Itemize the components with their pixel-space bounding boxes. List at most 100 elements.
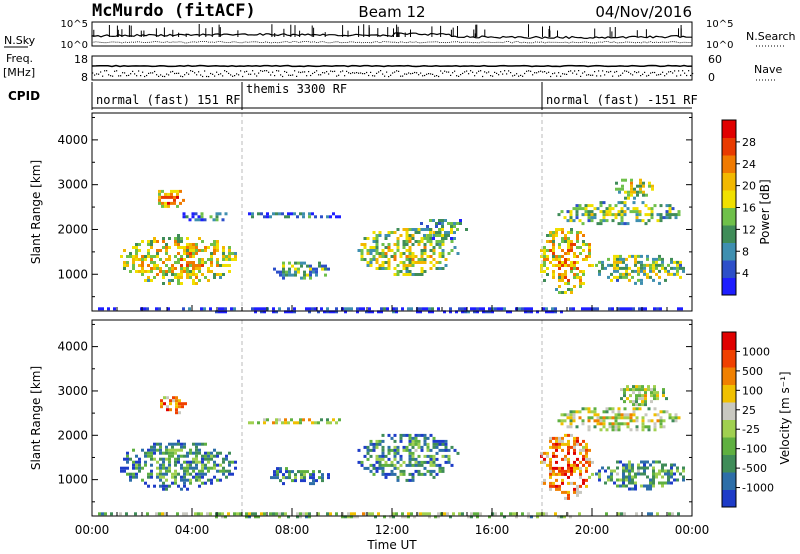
echo-cell xyxy=(405,433,409,437)
echo-cell xyxy=(198,472,201,476)
echo-cell xyxy=(350,512,353,516)
echo-cell xyxy=(552,231,555,234)
nave-point xyxy=(268,71,270,73)
echo-cell xyxy=(366,249,370,252)
echo-cell xyxy=(473,310,476,314)
echo-cell xyxy=(432,475,436,479)
echo-cell xyxy=(561,261,564,264)
echo-cell xyxy=(640,466,643,470)
echo-cell xyxy=(596,307,599,311)
echo-cell xyxy=(635,403,638,407)
echo-cell xyxy=(578,512,581,516)
echo-cell xyxy=(315,273,318,277)
echo-cell xyxy=(634,481,637,485)
echo-cell xyxy=(611,307,614,311)
echo-cell xyxy=(230,307,233,311)
echo-cell xyxy=(411,436,415,440)
echo-cell xyxy=(642,193,645,197)
echo-cell xyxy=(579,279,582,282)
echo-cell xyxy=(141,258,144,261)
echo-cell xyxy=(266,212,269,216)
echo-cell xyxy=(181,402,184,406)
nave-point xyxy=(542,71,544,73)
echo-cell xyxy=(414,433,418,437)
echo-cell xyxy=(195,466,198,470)
echo-cell xyxy=(599,419,603,423)
echo-cell xyxy=(231,258,234,261)
nave-point xyxy=(370,71,372,73)
echo-cell xyxy=(668,210,672,214)
nave-point xyxy=(440,70,442,72)
echo-cell xyxy=(610,475,613,479)
echo-cell xyxy=(555,255,558,258)
echo-cell xyxy=(558,445,561,449)
echo-cell xyxy=(186,264,189,267)
echo-cell xyxy=(159,448,162,452)
echo-cell xyxy=(653,425,657,429)
echo-cell xyxy=(611,422,615,426)
echo-cell xyxy=(643,484,646,488)
echo-cell xyxy=(494,307,497,311)
echo-cell xyxy=(405,273,409,276)
echo-cell xyxy=(653,385,656,389)
echo-cell xyxy=(260,212,263,216)
echo-cell xyxy=(552,454,555,458)
nave-point xyxy=(426,73,428,75)
nave-point xyxy=(260,70,262,72)
echo-cell xyxy=(378,231,382,234)
nave-point xyxy=(664,75,666,77)
echo-cell xyxy=(381,264,385,267)
echo-cell xyxy=(147,448,150,452)
echo-cell xyxy=(628,266,631,270)
echo-cell xyxy=(369,469,373,473)
echo-cell xyxy=(375,249,379,252)
echo-cell xyxy=(464,310,467,314)
echo-cell xyxy=(160,402,163,406)
echo-cell xyxy=(587,407,591,411)
nave-point xyxy=(628,71,630,73)
echo-cell xyxy=(651,187,654,191)
echo-cell xyxy=(662,388,665,392)
echo-cell xyxy=(150,445,153,449)
echo-cell xyxy=(204,276,207,279)
echo-cell xyxy=(602,213,606,217)
echo-cell xyxy=(372,237,376,240)
echo-cell xyxy=(626,385,629,389)
echo-cell xyxy=(579,472,582,476)
echo-cell xyxy=(610,263,613,267)
echo-cell xyxy=(598,472,601,476)
echo-cell xyxy=(661,481,664,485)
echo-cell xyxy=(575,210,579,214)
nave-point xyxy=(118,75,120,77)
echo-cell xyxy=(441,466,445,470)
echo-cell xyxy=(664,266,667,270)
nave-point xyxy=(536,72,538,74)
echo-cell xyxy=(129,252,132,255)
echo-cell xyxy=(327,267,330,271)
nave-point xyxy=(378,71,380,73)
echo-cell xyxy=(213,463,216,467)
echo-cell xyxy=(558,472,561,476)
echo-cell xyxy=(602,410,606,414)
echo-cell xyxy=(290,212,293,216)
echo-cell xyxy=(101,512,104,516)
echo-cell xyxy=(552,246,555,249)
echo-cell xyxy=(172,399,175,403)
echo-cell xyxy=(555,484,558,488)
echo-cell xyxy=(393,451,397,455)
echo-cell xyxy=(641,397,644,401)
echo-cell xyxy=(294,270,297,274)
echo-cell xyxy=(625,266,628,270)
nave-point xyxy=(122,72,124,74)
echo-cell xyxy=(432,439,436,443)
echo-cell xyxy=(432,463,436,467)
echo-cell xyxy=(375,460,379,464)
nave-point xyxy=(492,75,494,77)
echo-cell xyxy=(661,466,664,470)
echo-cell xyxy=(399,457,403,461)
echo-cell xyxy=(132,466,135,470)
echo-cell xyxy=(218,212,222,216)
echo-cell xyxy=(634,260,637,264)
echo-cell xyxy=(435,451,439,455)
